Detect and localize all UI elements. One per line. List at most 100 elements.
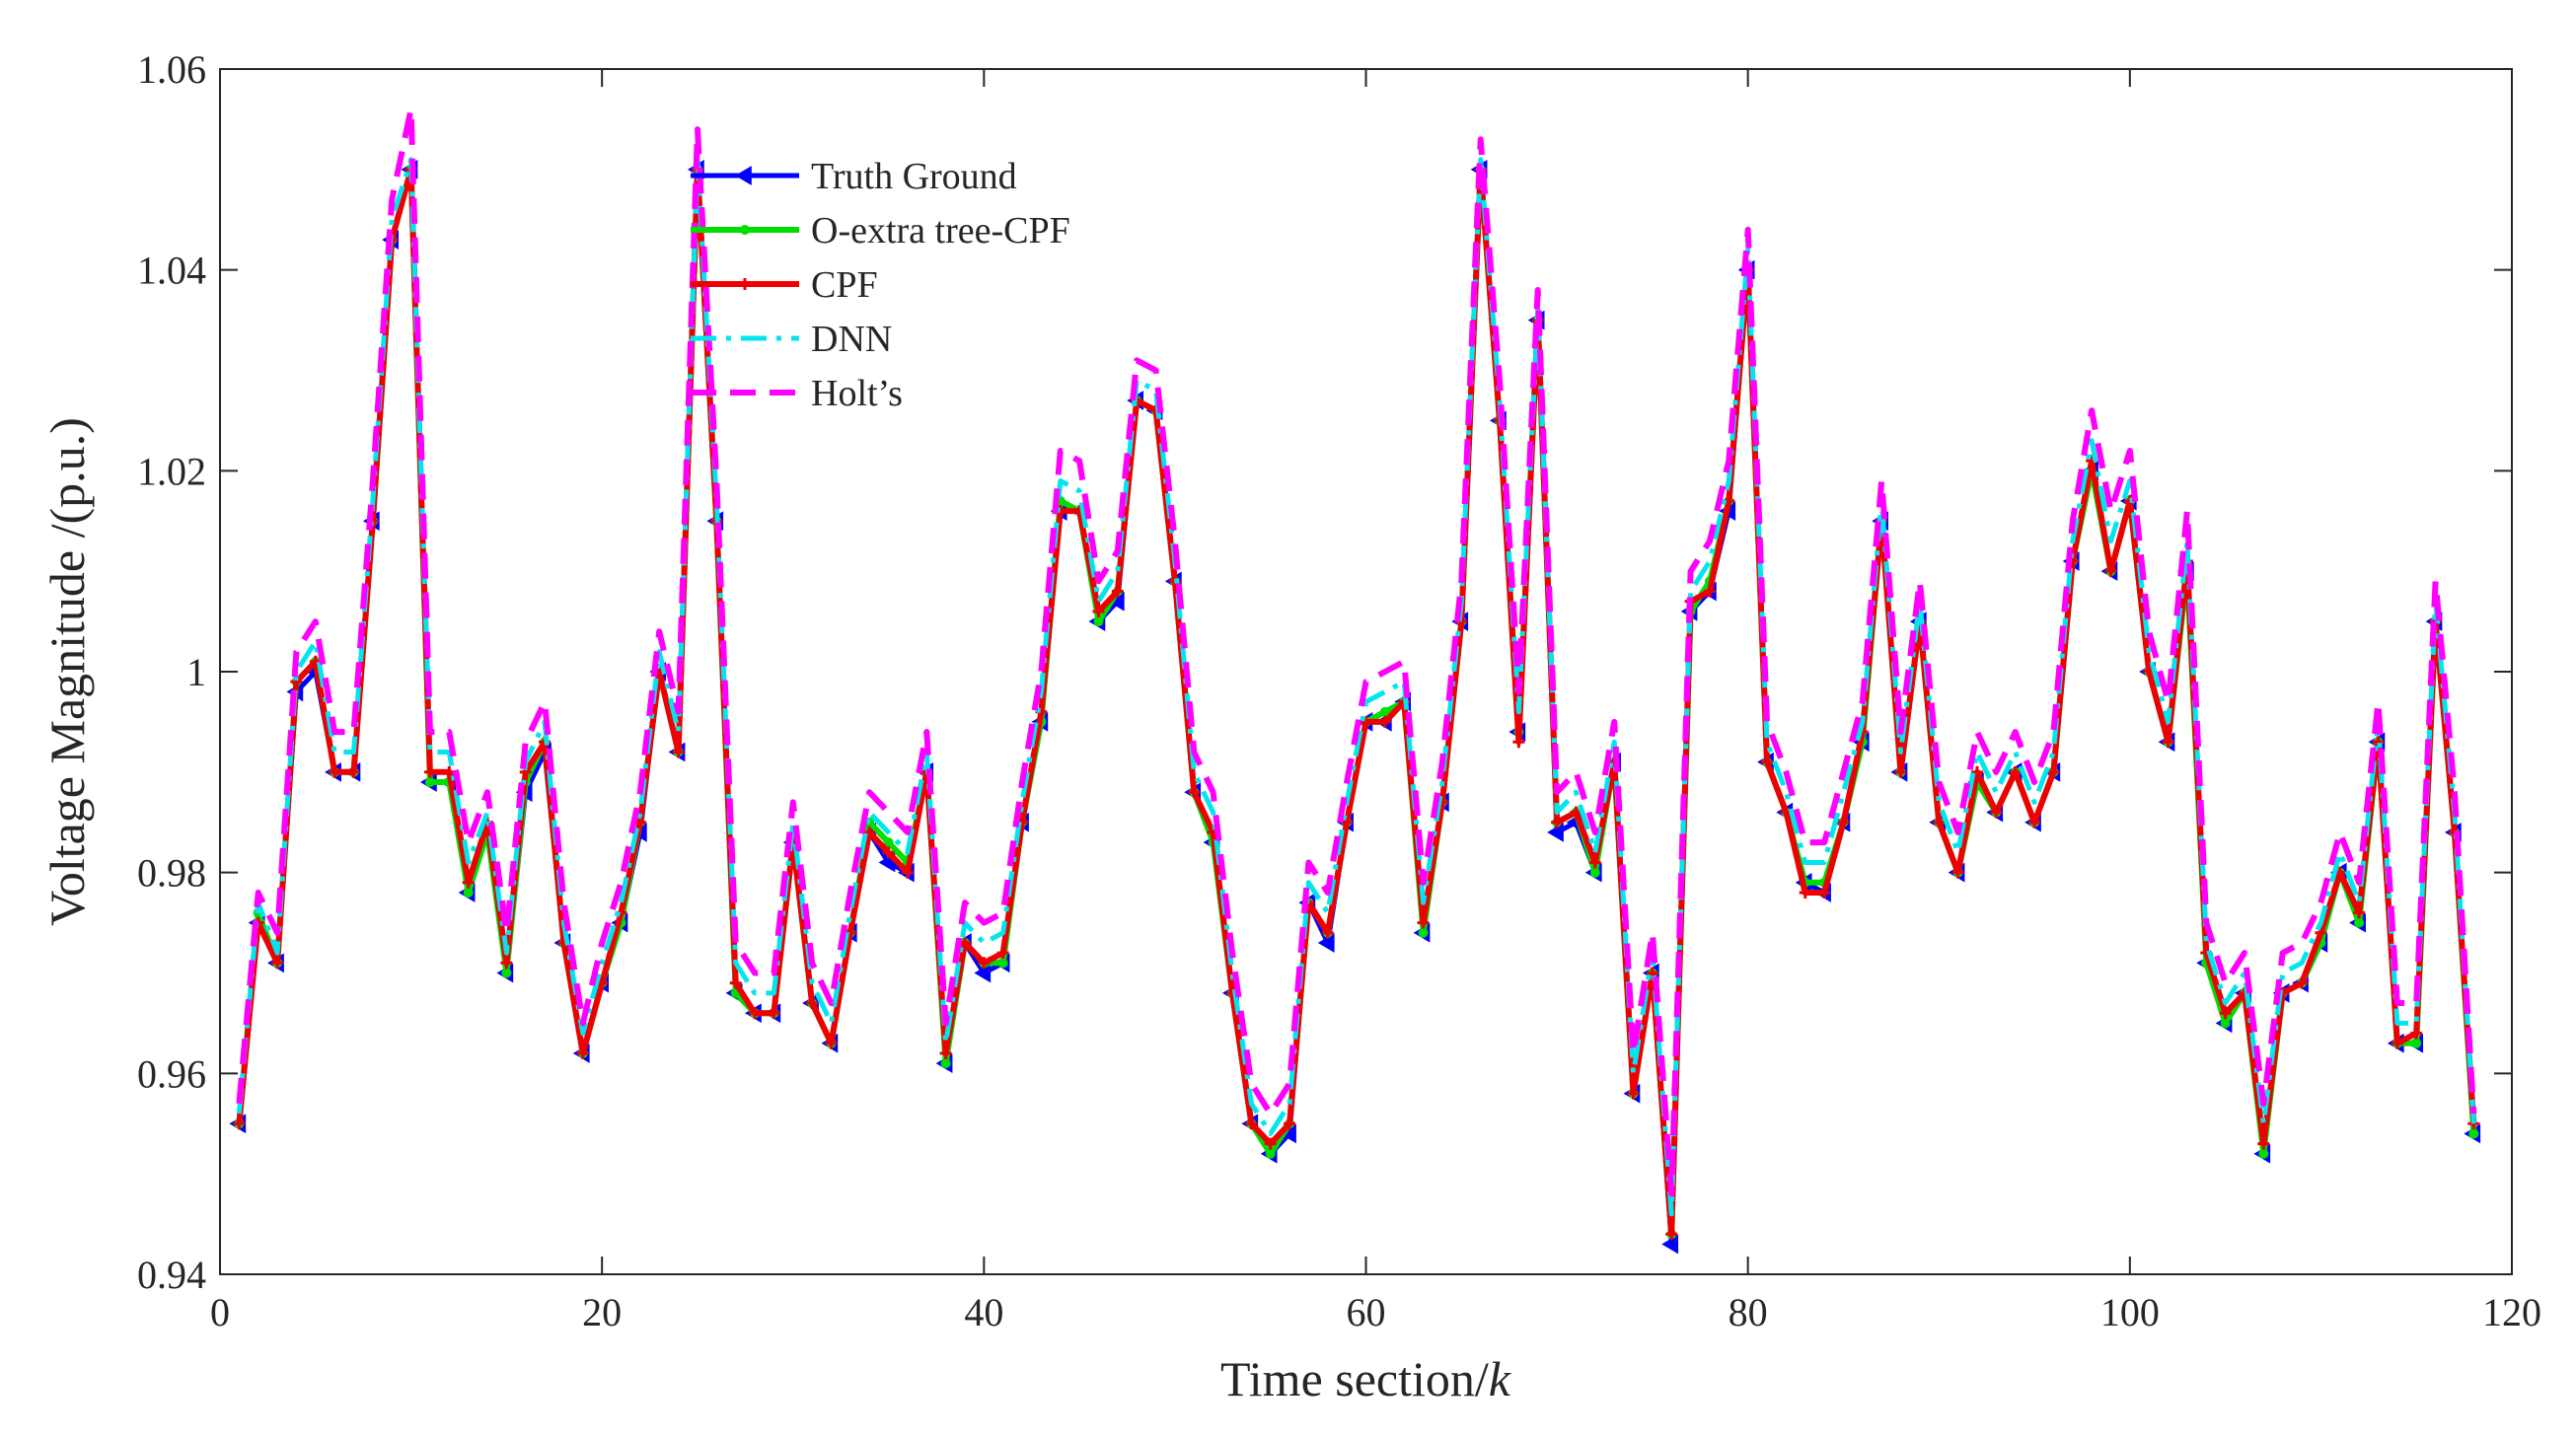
data-point-cpf xyxy=(233,1117,246,1130)
data-point-cpf xyxy=(443,765,456,778)
data-point-o-extra-tree-cpf xyxy=(2258,1148,2269,1159)
data-point-cpf xyxy=(2104,565,2117,578)
legend-entry-cpf: CPF xyxy=(691,264,878,306)
axis-ticks: 0 20 40 60 80 100 120 0.94 0.96 0.98 1 1.02 1.04 1.06 xyxy=(137,47,2541,1334)
data-point-cpf xyxy=(1837,816,1850,828)
legend-entry-o-extra-tree-cpf: O-extra tree-CPF xyxy=(691,210,1070,252)
data-point-cpf xyxy=(806,997,819,1010)
legend-marker xyxy=(735,166,752,185)
data-point-cpf xyxy=(825,1037,838,1049)
data-point-cpf xyxy=(1894,765,1907,778)
y-axis-label: Voltage Magnitude /(p.u.) xyxy=(39,417,95,926)
data-point-cpf xyxy=(1092,605,1105,617)
x-tick-label: 80 xyxy=(1729,1290,1768,1334)
data-point-cpf xyxy=(2047,765,2060,778)
data-point-cpf xyxy=(1284,1117,1296,1130)
legend-label: Holt’s xyxy=(811,373,903,414)
data-point-o-extra-tree-cpf xyxy=(424,777,435,788)
legend-marker xyxy=(739,278,751,290)
data-point-cpf xyxy=(2315,926,2327,939)
legend-entry-holt-s: Holt’s xyxy=(691,373,903,414)
data-point-cpf xyxy=(2219,1007,2232,1020)
y-tick-label: 1.02 xyxy=(137,449,206,493)
y-tick-label: 1 xyxy=(186,650,206,694)
data-point-o-extra-tree-cpf xyxy=(2411,1038,2422,1048)
data-point-cpf xyxy=(329,765,341,778)
data-point-cpf xyxy=(1512,736,1525,749)
data-point-cpf xyxy=(1378,715,1391,728)
data-point-cpf xyxy=(863,826,876,838)
legend-label: Truth Ground xyxy=(811,156,1017,197)
legend: Truth Ground O-extra tree-CPF CPF DNN Holt’s xyxy=(691,156,1070,414)
data-point-cpf xyxy=(1321,926,1334,939)
legend-marker xyxy=(740,225,750,235)
legend-label: CPF xyxy=(811,264,878,306)
data-point-o-extra-tree-cpf xyxy=(2468,1128,2479,1139)
data-point-cpf xyxy=(500,957,513,970)
data-point-cpf xyxy=(576,1046,589,1059)
x-tick-label: 40 xyxy=(964,1290,1003,1334)
y-tick-label: 0.96 xyxy=(137,1051,206,1096)
data-point-cpf xyxy=(1933,816,1946,828)
data-point-cpf xyxy=(2353,906,2366,919)
data-point-o-extra-tree-cpf xyxy=(1265,1148,1276,1159)
data-point-cpf xyxy=(996,947,1009,960)
x-axis-label: Time section/k xyxy=(1220,1351,1511,1406)
legend-entry-dnn: DNN xyxy=(691,319,892,360)
data-point-cpf xyxy=(1665,1228,1678,1241)
data-point-cpf xyxy=(1111,585,1124,598)
data-point-cpf xyxy=(978,957,991,970)
data-point-o-extra-tree-cpf xyxy=(883,837,894,848)
y-tick-label: 1.04 xyxy=(137,249,206,293)
x-tick-label: 0 xyxy=(210,1290,230,1334)
data-point-cpf xyxy=(1818,887,1831,899)
x-tick-label: 60 xyxy=(1347,1290,1386,1334)
y-tick-label: 0.98 xyxy=(137,851,206,896)
series-layer xyxy=(229,106,2481,1255)
data-point-cpf xyxy=(2162,736,2174,749)
data-point-cpf xyxy=(347,765,360,778)
data-point-cpf xyxy=(901,866,914,879)
data-point-cpf xyxy=(672,746,685,758)
data-point-cpf xyxy=(1341,816,1354,828)
data-point-cpf xyxy=(729,976,742,989)
series-line-dnn xyxy=(236,157,2476,1217)
data-point-o-extra-tree-cpf xyxy=(501,968,512,978)
data-point-cpf xyxy=(2257,1137,2270,1150)
data-point-o-extra-tree-cpf xyxy=(1093,616,1104,627)
series-dnn xyxy=(236,157,2476,1217)
data-point-cpf xyxy=(1188,786,1201,799)
data-point-cpf xyxy=(2296,976,2309,989)
data-point-cpf xyxy=(939,1046,952,1059)
data-point-o-extra-tree-cpf xyxy=(2220,1018,2231,1029)
legend-entry-truth-ground: Truth Ground xyxy=(691,156,1017,197)
data-point-cpf xyxy=(1627,1087,1640,1100)
y-tick-label: 0.94 xyxy=(137,1253,206,1297)
data-point-cpf xyxy=(2009,765,2022,778)
series-holt-s xyxy=(236,106,2477,1197)
data-point-cpf xyxy=(1799,887,1811,899)
data-point-cpf xyxy=(462,876,475,889)
legend-label: O-extra tree-CPF xyxy=(811,210,1070,252)
data-point-cpf xyxy=(2028,816,2041,828)
data-point-cpf xyxy=(1951,866,1964,879)
data-point-o-extra-tree-cpf xyxy=(1418,927,1429,938)
data-point-o-extra-tree-cpf xyxy=(1379,706,1390,717)
data-point-cpf xyxy=(1588,856,1601,869)
data-point-cpf xyxy=(1417,916,1430,929)
series-line-cpf xyxy=(236,166,2477,1238)
x-tick-label: 100 xyxy=(2100,1290,2160,1334)
data-point-cpf xyxy=(1245,1117,1258,1130)
data-point-cpf xyxy=(749,1007,762,1020)
data-point-o-extra-tree-cpf xyxy=(2354,917,2365,928)
data-point-cpf xyxy=(1761,755,1774,768)
data-point-cpf xyxy=(768,1007,780,1020)
data-point-o-extra-tree-cpf xyxy=(463,888,474,899)
data-point-cpf xyxy=(1360,715,1372,728)
data-point-cpf xyxy=(1970,765,1983,778)
data-point-cpf xyxy=(1551,816,1564,828)
data-point-cpf xyxy=(1703,585,1716,598)
data-point-o-extra-tree-cpf xyxy=(997,958,1008,969)
